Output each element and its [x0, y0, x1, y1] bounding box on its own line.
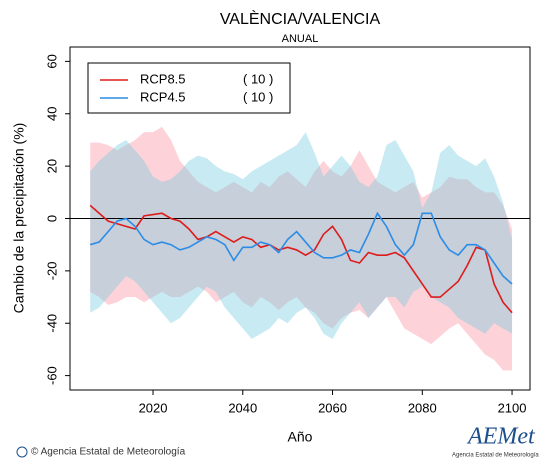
y-axis-label: Cambio de la precipitación (%) — [11, 123, 27, 314]
footer: © Agencia Estatal de Meteorología — [31, 447, 186, 458]
legend-box — [87, 62, 291, 114]
x-axis-label: Año — [288, 429, 313, 445]
y-tick-label: 40 — [44, 107, 59, 121]
x-tick-label: 2080 — [408, 400, 437, 415]
y-tick-label: -40 — [44, 314, 59, 333]
y-tick-label: -60 — [44, 366, 59, 385]
logo-caption: Agencia Estatal de Meteorología — [452, 453, 539, 459]
x-tick-label: 2060 — [318, 400, 347, 415]
x-tick-label: 2020 — [139, 400, 168, 415]
copyright-icon — [16, 446, 28, 458]
y-tick-label: 20 — [44, 159, 59, 173]
legend-label: RCP8.5 — [140, 71, 186, 86]
x-tick-label: 2100 — [498, 400, 527, 415]
y-tick-label: -20 — [44, 261, 59, 280]
uncertainty-band — [90, 126, 513, 371]
y-tick-label: 60 — [44, 54, 59, 68]
legend-count: ( 10 ) — [243, 89, 273, 104]
series-line — [89, 204, 513, 314]
chart-subtitle: ANUAL — [282, 33, 319, 45]
legend-label: RCP4.5 — [140, 89, 186, 104]
uncertainty-band — [90, 132, 513, 339]
series-line — [89, 211, 513, 285]
logo-text: AEMet — [466, 424, 536, 450]
legend-count: ( 10 ) — [243, 71, 273, 86]
y-tick-label: 0 — [44, 215, 59, 222]
chart-title: VALÈNCIA/VALENCIA — [220, 9, 381, 28]
x-tick-label: 2040 — [228, 400, 257, 415]
